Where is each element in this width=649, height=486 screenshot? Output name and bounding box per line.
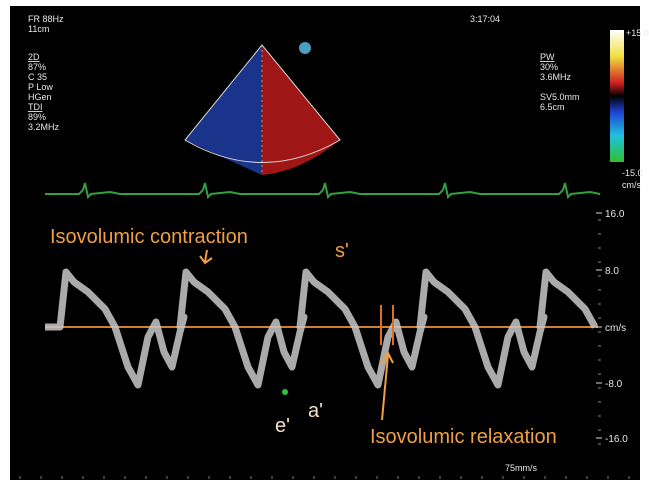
- probe-icon: [299, 42, 311, 54]
- relaxation-label: Isovolumic relaxation: [370, 426, 557, 448]
- e-wave-label: e': [275, 415, 290, 437]
- gain-2d: 87%: [28, 62, 46, 72]
- e-marker: [282, 389, 288, 395]
- contraction-label: Isovolumic contraction: [50, 226, 248, 248]
- sweep-speed: 75mm/s: [505, 463, 538, 473]
- scale-label: cm/s: [605, 323, 626, 334]
- color-max: +15.0: [626, 28, 649, 38]
- a-wave-label: a': [308, 400, 323, 422]
- compression: C 35: [28, 72, 47, 82]
- depth: 11cm: [28, 24, 49, 34]
- color-unit: cm/s: [622, 180, 641, 190]
- gain-tdi: 89%: [28, 112, 46, 122]
- frame-rate: FR 88Hz: [28, 14, 64, 24]
- sv-depth: 6.5cm: [540, 102, 565, 112]
- scale-label: -8.0: [605, 379, 623, 390]
- color-bar: [610, 30, 624, 162]
- scale-label: 16.0: [605, 209, 625, 220]
- mode-pw: PW: [540, 52, 555, 62]
- s-wave-label: s': [335, 240, 349, 262]
- color-min: -15.0: [622, 168, 643, 178]
- frequency-pw: 3.6MHz: [540, 72, 572, 82]
- gain-pw: 30%: [540, 62, 558, 72]
- ultrasound-screen: FR 88Hz 11cm 2D 87% C 35 P Low HGen TDI …: [0, 0, 649, 486]
- scale-label: -16.0: [605, 434, 628, 445]
- frequency-tdi: 3.2MHz: [28, 122, 60, 132]
- mode-tdi: TDI: [28, 102, 43, 112]
- mode-2d: 2D: [28, 52, 40, 62]
- frequency-2d: HGen: [28, 92, 52, 102]
- clock: 3:17:04: [470, 14, 500, 24]
- sample-volume: SV5.0mm: [540, 92, 580, 102]
- scale-label: 8.0: [605, 266, 619, 277]
- power: P Low: [28, 82, 53, 92]
